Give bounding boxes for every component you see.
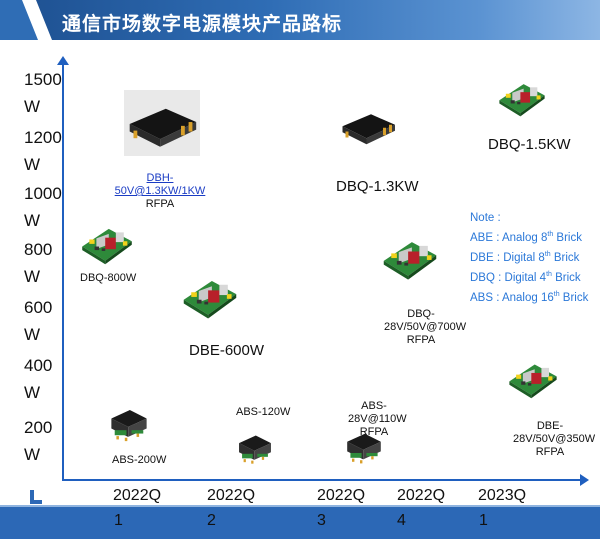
y-axis-line <box>62 62 64 480</box>
note-suffix: Brick <box>550 252 580 264</box>
y-tick-200: 200 W <box>24 418 53 464</box>
abs-120w-label: ABS-120W <box>236 406 291 418</box>
y-axis-arrow-icon <box>57 56 69 65</box>
note-sup: th <box>546 271 552 279</box>
dbh-rfpa: RFPA <box>145 198 175 210</box>
note-sup: th <box>544 251 551 259</box>
note-sup: th <box>547 231 554 239</box>
y-tick-800: 800 W <box>24 240 53 286</box>
dbq-700w-rfpa: RFPA <box>406 334 436 346</box>
y-tick-400: 400 W <box>24 356 53 402</box>
x-period-number-1: 1 <box>114 512 123 529</box>
dbq-800w-label: DBQ-800W <box>80 272 137 284</box>
dbq-1-5kw-module-image <box>494 76 550 123</box>
dbh-name-link[interactable]: DBH- <box>146 172 174 184</box>
x-period-label-2: 2022Q <box>207 487 256 504</box>
note-code: DBE <box>470 252 494 264</box>
dbe-350w-spec: 28V/50V@350W <box>513 433 596 445</box>
note-item-dbe: DBE : Digital 8th Brick <box>470 251 580 264</box>
dbe-600w-label: DBE-600W <box>189 342 265 359</box>
note-title: Note : <box>470 212 501 224</box>
y-tick-600: 600 W <box>24 298 53 344</box>
dbq-700w-module-image <box>380 228 440 295</box>
x-period-number-3: 3 <box>317 512 326 529</box>
dbq-700w-label: DBQ- 28V/50V@700W RFPA <box>384 308 467 347</box>
dbe-350w-name: DBE- <box>536 420 564 432</box>
note-suffix: Brick <box>559 292 589 304</box>
corner-bracket-icon <box>30 490 42 504</box>
note-code: DBQ <box>470 272 495 284</box>
y-tick-1200: 1200 W <box>24 128 62 174</box>
open-frame-module-icon <box>499 84 545 117</box>
header-band <box>0 0 600 40</box>
dbh-spec-link[interactable]: 50V@1.3KW/1KW <box>114 185 206 197</box>
abs-200w-label: ABS-200W <box>112 454 167 466</box>
note-code: ABS <box>470 292 494 304</box>
note-desc: Analog 16 <box>501 292 554 304</box>
note-legend: Note : ABE : Analog 8th Brick DBE : Digi… <box>470 208 588 308</box>
small-brick-module-icon <box>239 435 271 464</box>
y-tick-1000: 1000 W <box>24 184 62 230</box>
x-period-label-5: 2023Q <box>478 487 527 504</box>
small-brick-module-icon <box>111 410 147 442</box>
note-suffix: Brick <box>553 232 582 244</box>
x-period-label-1: 2022Q <box>113 487 162 504</box>
potted-brick-module-icon <box>342 114 395 145</box>
open-frame-module-icon <box>383 242 437 280</box>
dbe-350w-module-image <box>506 352 560 409</box>
x-axis-line <box>62 479 582 481</box>
note-desc: Digital 8 <box>503 252 545 264</box>
dbe-350w-rfpa: RFPA <box>535 446 565 458</box>
x-axis-arrow-icon <box>580 474 589 486</box>
note-item-abe: ABE : Analog 8th Brick <box>470 231 582 244</box>
abs-120w-module-image <box>236 432 274 473</box>
dbq-800w-module-image <box>78 220 136 271</box>
x-period-label-3: 2022Q <box>317 487 366 504</box>
footer-highlight <box>0 505 600 507</box>
abs-110w-module-image <box>344 430 384 473</box>
open-frame-module-icon <box>509 364 557 399</box>
dbq-1-3kw-module-image <box>338 108 398 157</box>
y-tick-1500: 1500 W <box>24 70 62 116</box>
note-item-dbq: DBQ : Digital 4th Brick <box>470 271 581 284</box>
potted-brick-module-icon <box>129 108 197 147</box>
abs-110w-spec: 28V@110W <box>348 413 407 425</box>
x-period-number-4: 4 <box>397 512 406 529</box>
abs-200w-module-image <box>108 406 150 451</box>
open-frame-module-icon <box>183 281 237 319</box>
note-code: ABE <box>470 232 494 244</box>
x-period-label-4: 2022Q <box>397 487 446 504</box>
dbh-label: DBH- 50V@1.3KW/1KW RFPA <box>110 172 210 211</box>
note-item-abs: ABS : Analog 16th Brick <box>470 291 589 304</box>
x-period-number-2: 2 <box>207 512 216 529</box>
dbh-module-image <box>124 90 200 156</box>
note-desc: Digital 4 <box>504 272 547 284</box>
dbe-600w-module-image <box>180 270 240 327</box>
dbq-1-3kw-label: DBQ-1.3KW <box>336 178 419 195</box>
page-title: 通信市场数字电源模块产品路标 <box>62 14 343 35</box>
abs-110w-name: ABS- <box>361 400 387 412</box>
dbe-350w-label: DBE- 28V/50V@350W RFPA <box>513 420 596 459</box>
note-sup: th <box>553 291 560 299</box>
note-suffix: Brick <box>551 272 581 284</box>
open-frame-module-icon <box>82 228 132 265</box>
dbq-700w-name: DBQ- <box>407 308 435 320</box>
footer-bar <box>0 507 600 539</box>
note-desc: Analog 8 <box>501 232 548 244</box>
small-brick-module-icon <box>347 433 381 464</box>
dbq-700w-spec: 28V/50V@700W <box>384 321 467 333</box>
x-period-number-5: 1 <box>479 512 488 529</box>
header-bar: 通信市场数字电源模块产品路标 <box>0 0 600 46</box>
dbq-1-5kw-label: DBQ-1.5KW <box>488 136 571 153</box>
